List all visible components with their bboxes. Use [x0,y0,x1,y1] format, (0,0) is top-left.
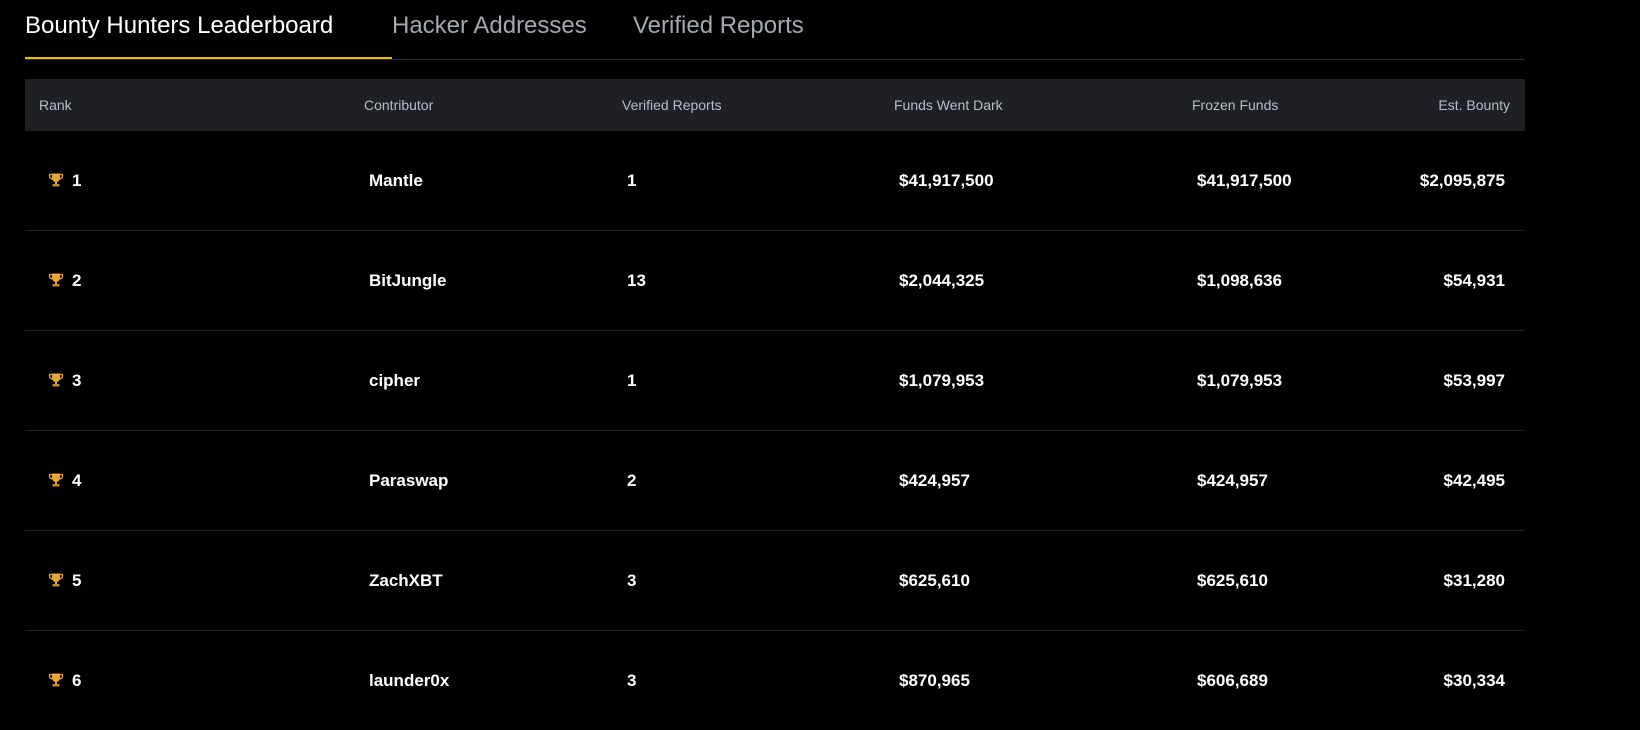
verified-reports-count: 1 [627,171,637,190]
rank-number: 4 [72,471,82,490]
frozen-funds-value: $41,917,500 [1197,171,1292,190]
verified-reports-count: 3 [627,671,637,690]
frozen-funds-value: $1,098,636 [1197,271,1283,290]
rank-number: 2 [72,271,82,290]
contributor-name[interactable]: Paraswap [369,471,449,490]
rank-cell: 3 [48,331,81,430]
column-header-frozen-funds[interactable]: Frozen Funds [1192,97,1279,113]
tab-bounty-hunters-leaderboard[interactable]: Bounty Hunters Leaderboard [25,0,392,59]
funds-went-dark-value: $41,917,500 [899,171,994,190]
trophy-icon [48,372,64,388]
tab-verified-reports[interactable]: Verified Reports [633,12,804,39]
rank-cell: 1 [48,131,81,230]
table-row[interactable]: 6 launder0x 3 $870,965 $606,689 $30,334 [25,631,1525,730]
funds-went-dark-value: $424,957 [899,471,970,490]
table-header: Rank Contributor Verified Reports Funds … [25,79,1525,131]
trophy-icon [48,272,64,288]
est-bounty-value: $54,931 [1443,271,1505,290]
est-bounty-value: $2,095,875 [1419,171,1505,190]
column-header-contributor[interactable]: Contributor [364,97,434,113]
trophy-icon [48,572,64,588]
rank-cell: 2 [48,231,81,330]
frozen-funds-value: $1,079,953 [1197,371,1283,390]
leaderboard-table: Rank Contributor Verified Reports Funds … [25,79,1525,730]
column-header-rank[interactable]: Rank [39,97,72,113]
column-header-funds-went-dark[interactable]: Funds Went Dark [894,97,1003,113]
rank-number: 5 [72,571,82,590]
contributor-name[interactable]: launder0x [369,671,450,690]
column-header-verified-reports[interactable]: Verified Reports [622,97,722,113]
contributor-name[interactable]: Mantle [369,171,423,190]
rank-number: 6 [72,671,82,690]
trophy-icon [48,172,64,188]
est-bounty-value: $42,495 [1443,471,1505,490]
rank-cell: 4 [48,431,81,530]
rank-number: 1 [72,171,82,190]
funds-went-dark-value: $1,079,953 [899,371,985,390]
frozen-funds-value: $625,610 [1197,571,1268,590]
verified-reports-count: 1 [627,371,637,390]
tab-bar: Bounty Hunters Leaderboard Hacker Addres… [25,0,1525,60]
trophy-icon [48,672,64,688]
verified-reports-count: 3 [627,571,637,590]
est-bounty-value: $30,334 [1443,671,1505,690]
trophy-icon [48,472,64,488]
rank-cell: 6 [48,631,81,730]
tab-hacker-addresses[interactable]: Hacker Addresses [392,12,587,39]
est-bounty-value: $31,280 [1443,571,1505,590]
funds-went-dark-value: $625,610 [899,571,970,590]
frozen-funds-value: $424,957 [1197,471,1268,490]
funds-went-dark-value: $870,965 [899,671,970,690]
verified-reports-count: 13 [627,271,646,290]
funds-went-dark-value: $2,044,325 [899,271,985,290]
rank-number: 3 [72,371,82,390]
table-row[interactable]: 3 cipher 1 $1,079,953 $1,079,953 $53,997 [25,331,1525,431]
rank-cell: 5 [48,531,81,630]
frozen-funds-value: $606,689 [1197,671,1268,690]
verified-reports-count: 2 [627,471,637,490]
est-bounty-value: $53,997 [1443,371,1505,390]
contributor-name[interactable]: BitJungle [369,271,447,290]
contributor-name[interactable]: cipher [369,371,421,390]
leaderboard-container: Bounty Hunters Leaderboard Hacker Addres… [25,0,1525,690]
table-row[interactable]: 2 BitJungle 13 $2,044,325 $1,098,636 $54… [25,231,1525,331]
contributor-name[interactable]: ZachXBT [369,571,443,590]
table-row[interactable]: 4 Paraswap 2 $424,957 $424,957 $42,495 [25,431,1525,531]
table-row[interactable]: 1 Mantle 1 $41,917,500 $41,917,500 $2,09… [25,131,1525,231]
table-body: 1 Mantle 1 $41,917,500 $41,917,500 $2,09… [25,131,1525,730]
column-header-est-bounty[interactable]: Est. Bounty [1438,97,1510,113]
table-row[interactable]: 5 ZachXBT 3 $625,610 $625,610 $31,280 [25,531,1525,631]
